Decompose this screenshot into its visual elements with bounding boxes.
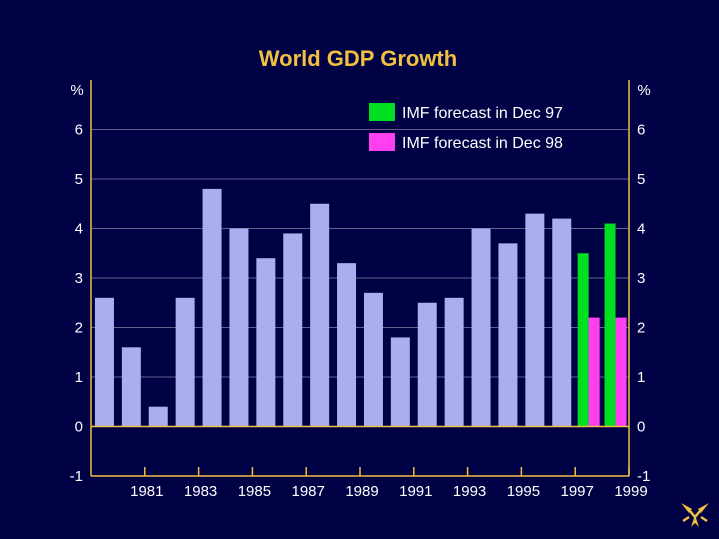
bar-1998-imf-forecast-in-dec-98	[588, 317, 600, 427]
y-axis-unit-right: %	[637, 82, 650, 99]
legend-label: IMF forecast in Dec 97	[402, 105, 563, 122]
stylized-emblem-icon	[681, 503, 709, 527]
bar-1991-actual	[390, 337, 410, 427]
bar-1987-actual	[283, 233, 303, 427]
x-tick-label: 1989	[345, 483, 378, 500]
legend-swatch	[369, 103, 395, 121]
x-tick-label: 1993	[453, 483, 486, 500]
y-tick-label-left: 6	[75, 122, 83, 139]
x-tick-label: 1987	[292, 483, 325, 500]
x-tick-label: 1991	[399, 483, 432, 500]
bar-1995-actual	[498, 243, 518, 427]
x-tick-label: 1995	[507, 483, 540, 500]
bar-1983-actual	[175, 297, 195, 427]
y-tick-label-left: 1	[75, 369, 83, 386]
y-axis-unit-left: %	[70, 82, 83, 99]
y-tick-label-right: 0	[637, 419, 645, 436]
bar-1981-actual	[121, 347, 141, 427]
x-tick-label: 1985	[238, 483, 271, 500]
bar-1986-actual	[256, 258, 276, 427]
y-tick-label-right: 5	[637, 171, 645, 188]
x-tick-label: 1983	[184, 483, 217, 500]
bar-1999-imf-forecast-in-dec-97	[604, 223, 616, 427]
x-tick-label: 1997	[561, 483, 594, 500]
x-tick-label: 1999	[614, 483, 647, 500]
y-tick-label-left: -1	[70, 468, 83, 485]
bar-1980-actual	[94, 297, 114, 427]
bar-1982-actual	[148, 406, 168, 427]
x-tick-label: 1981	[130, 483, 163, 500]
bar-1996-actual	[525, 213, 545, 427]
y-tick-label-right: 6	[637, 122, 645, 139]
y-tick-label-right: 1	[637, 369, 645, 386]
legend-swatch	[369, 133, 395, 151]
bar-1988-actual	[310, 203, 330, 427]
bar-1989-actual	[337, 263, 357, 427]
chart-title: World GDP Growth	[259, 46, 457, 71]
bar-1999-imf-forecast-in-dec-98	[615, 317, 627, 427]
y-tick-label-right: -1	[637, 468, 650, 485]
y-tick-label-left: 5	[75, 171, 83, 188]
bar-1990-actual	[363, 292, 383, 427]
y-tick-label-right: 2	[637, 320, 645, 337]
bar-1984-actual	[202, 188, 222, 427]
bar-1993-actual	[444, 297, 464, 427]
bar-1994-actual	[471, 228, 491, 427]
y-tick-label-left: 4	[75, 221, 83, 238]
y-tick-label-right: 3	[637, 270, 645, 287]
legend-label: IMF forecast in Dec 98	[402, 135, 563, 152]
y-tick-label-left: 0	[75, 419, 83, 436]
y-tick-label-right: 4	[637, 221, 645, 238]
y-tick-label-left: 2	[75, 320, 83, 337]
y-tick-label-left: 3	[75, 270, 83, 287]
bar-1985-actual	[229, 228, 249, 427]
bar-1998-imf-forecast-in-dec-97	[577, 253, 589, 427]
bar-1997-actual	[552, 218, 572, 427]
bar-1992-actual	[417, 302, 437, 427]
